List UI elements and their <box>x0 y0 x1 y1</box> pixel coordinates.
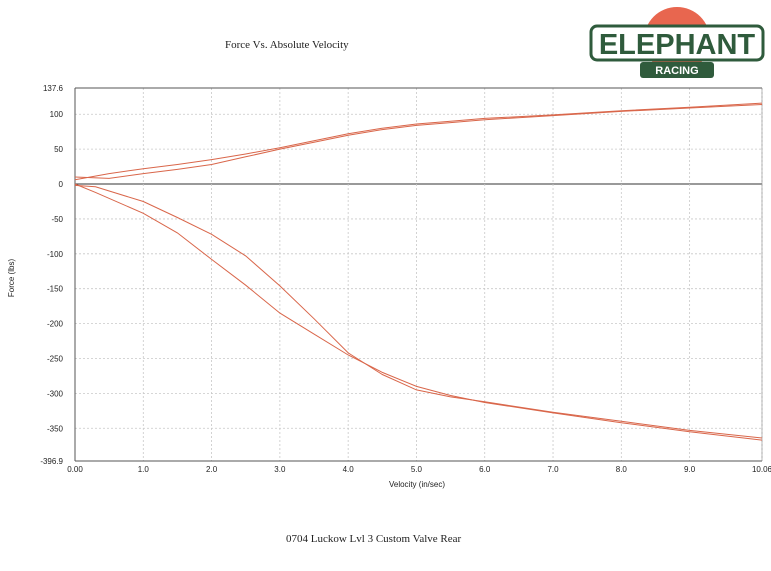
y-tick-label: -50 <box>51 215 63 224</box>
x-tick-labels: 0.00 1.0 2.0 3.0 4.0 5.0 6.0 7.0 8.0 9.0 10.06 <box>67 465 771 474</box>
y-tick-label: 50 <box>54 145 63 154</box>
x-tick-label: 7.0 <box>547 465 559 474</box>
elephant-racing-logo: ELEPHANT RACING <box>589 7 765 78</box>
y-tick-label: -350 <box>47 424 64 433</box>
y-tick-label: -300 <box>47 389 64 398</box>
x-tick-label: 5.0 <box>411 465 423 474</box>
y-tick-label: -100 <box>47 250 64 259</box>
y-tick-labels: 137.6 100 50 0 -50 -100 -150 -200 -250 -300 -350 -3… <box>40 84 63 466</box>
y-tick-label: 0 <box>59 180 64 189</box>
plot-frame <box>74 87 763 462</box>
logo-plate <box>589 24 765 62</box>
logo-sub-text: RACING <box>655 65 698 77</box>
logo-sub-band <box>640 62 714 78</box>
y-tick-label: 137.6 <box>43 84 64 93</box>
x-tick-label: 10.06 <box>752 465 771 474</box>
x-tick-label: 1.0 <box>138 465 150 474</box>
logo-main-text: ELEPHANT <box>599 29 756 61</box>
y-tick-label: 100 <box>50 110 64 119</box>
x-tick-label: 0.00 <box>67 465 83 474</box>
series-line-4 <box>74 184 763 439</box>
series-layer <box>74 102 763 441</box>
chart-title: Force Vs. Absolute Velocity <box>225 39 349 51</box>
x-tick-label: 8.0 <box>616 465 628 474</box>
series-line-1 <box>74 102 763 181</box>
series-line-3 <box>74 183 763 441</box>
y-axis-label: Force (lbs) <box>7 259 16 298</box>
x-tick-label: 2.0 <box>206 465 218 474</box>
x-tick-label: 6.0 <box>479 465 491 474</box>
y-tick-label: -150 <box>47 285 64 294</box>
grid-layer <box>74 87 763 462</box>
x-tick-label: 3.0 <box>274 465 286 474</box>
x-tick-label: 9.0 <box>684 465 696 474</box>
footer-caption: 0704 Luckow Lvl 3 Custom Valve Rear <box>286 533 462 545</box>
y-tick-label: -250 <box>47 354 64 363</box>
y-tick-label: -200 <box>47 320 64 329</box>
y-tick-label: -396.9 <box>40 457 63 466</box>
x-axis-label: Velocity (in/sec) <box>389 480 445 489</box>
series-line-2 <box>74 104 763 179</box>
x-tick-label: 4.0 <box>343 465 355 474</box>
